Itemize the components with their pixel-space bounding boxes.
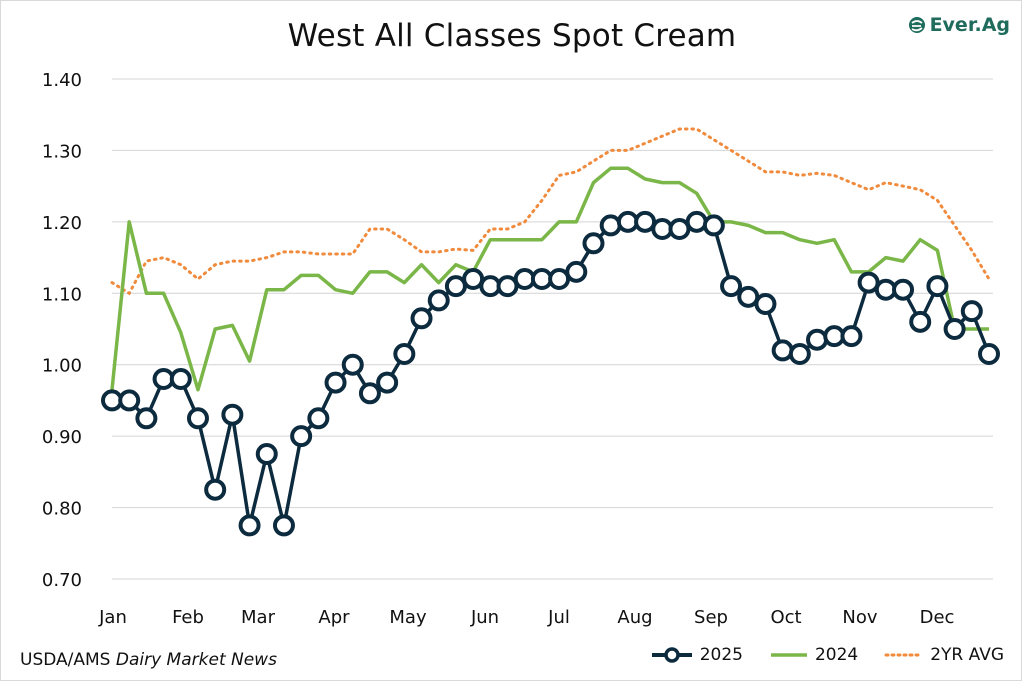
legend-label-2024: 2024 bbox=[814, 645, 859, 665]
data-point bbox=[754, 293, 777, 315]
data-point bbox=[358, 382, 381, 405]
ever-ag-logo-icon bbox=[908, 17, 925, 33]
x-tick-label: Dec bbox=[920, 607, 955, 628]
data-point bbox=[771, 339, 794, 362]
data-point bbox=[221, 403, 244, 426]
x-tick-label: Sep bbox=[694, 607, 728, 628]
legend-label-2025: 2025 bbox=[699, 645, 743, 665]
ever-ag-logo: Ever.Ag bbox=[908, 14, 1010, 36]
grid-lines bbox=[112, 78, 993, 580]
data-point bbox=[599, 214, 622, 237]
series-line bbox=[112, 220, 991, 528]
x-tick-label: Nov bbox=[842, 607, 877, 628]
data-point bbox=[978, 343, 1000, 365]
data-point bbox=[788, 343, 811, 365]
data-point bbox=[840, 325, 863, 348]
data-point bbox=[118, 389, 141, 412]
y-tick-label: 1.00 bbox=[42, 356, 82, 377]
data-point bbox=[376, 371, 399, 394]
ever-ag-logo-text: Ever.Ag bbox=[929, 14, 1010, 36]
y-axis: 0.70 0.80 0.90 1.00 1.10 1.20 1.30 1.40 bbox=[42, 70, 82, 591]
legend: 2025 2024 2YR AVG bbox=[650, 645, 1004, 665]
y-tick-label: 0.90 bbox=[42, 427, 82, 448]
x-tick-label: Jul bbox=[547, 607, 570, 628]
legend-swatch-2024 bbox=[770, 653, 807, 657]
data-point bbox=[960, 300, 983, 323]
chart-svg: 0.70 0.80 0.90 1.00 1.10 1.20 1.30 1.40 Jan Feb M… bbox=[42, 70, 1000, 628]
x-tick-label: Feb bbox=[172, 607, 204, 628]
data-point bbox=[806, 328, 829, 351]
series-2yr-avg bbox=[110, 127, 991, 296]
x-tick-label: Oct bbox=[770, 607, 801, 628]
y-tick-label: 1.10 bbox=[42, 284, 82, 305]
data-point bbox=[892, 278, 915, 301]
legend-item-2yr-avg: 2YR AVG bbox=[884, 645, 1004, 665]
data-point bbox=[582, 232, 605, 255]
chart-title: West All Classes Spot Cream bbox=[287, 18, 737, 54]
x-tick-label: Aug bbox=[617, 607, 652, 628]
x-axis: Jan Feb Mar Apr May Jun Jul Aug Sep Oct Nov Dec bbox=[98, 607, 954, 628]
data-point bbox=[720, 275, 743, 298]
source-note: USDA/AMS Dairy Market News bbox=[20, 650, 277, 670]
data-point bbox=[204, 478, 227, 501]
series-2024 bbox=[110, 166, 989, 392]
x-tick-label: Apr bbox=[318, 607, 350, 628]
data-point bbox=[341, 353, 364, 376]
data-point bbox=[169, 368, 192, 390]
x-tick-label: May bbox=[389, 607, 427, 628]
y-tick-label: 0.80 bbox=[42, 499, 82, 520]
data-point bbox=[926, 275, 949, 298]
data-point bbox=[410, 307, 433, 330]
y-tick-label: 1.40 bbox=[42, 70, 82, 91]
data-point bbox=[702, 214, 725, 237]
data-point bbox=[255, 443, 278, 465]
x-tick-label: Jan bbox=[98, 607, 127, 628]
x-tick-label: Jun bbox=[470, 607, 499, 628]
data-point bbox=[427, 289, 450, 312]
data-point bbox=[186, 407, 209, 430]
data-point bbox=[393, 343, 416, 365]
legend-label-2yr-avg: 2YR AVG bbox=[930, 645, 1004, 665]
legend-swatch-2025 bbox=[651, 647, 692, 663]
data-point bbox=[565, 260, 588, 283]
data-point bbox=[238, 514, 261, 537]
series-line bbox=[110, 166, 989, 392]
series-2025 bbox=[101, 210, 1000, 537]
legend-item-2024: 2024 bbox=[769, 645, 858, 665]
data-point bbox=[135, 407, 158, 430]
data-point bbox=[324, 371, 347, 394]
data-point bbox=[272, 514, 295, 537]
source-italic: Dairy Market News bbox=[115, 650, 277, 670]
series-line bbox=[110, 127, 991, 296]
source-prefix: USDA/AMS bbox=[20, 650, 116, 670]
data-point bbox=[307, 407, 330, 430]
x-tick-label: Mar bbox=[241, 607, 276, 628]
data-point bbox=[685, 210, 708, 233]
y-tick-label: 0.70 bbox=[42, 570, 82, 591]
series-layer bbox=[101, 127, 1000, 537]
y-tick-label: 1.20 bbox=[42, 213, 82, 234]
data-point bbox=[290, 425, 313, 448]
data-point bbox=[909, 310, 932, 333]
data-point bbox=[943, 318, 966, 340]
y-tick-label: 1.30 bbox=[42, 141, 82, 162]
legend-swatch-2yr-avg bbox=[884, 653, 924, 657]
legend-item-2025: 2025 bbox=[650, 645, 743, 665]
